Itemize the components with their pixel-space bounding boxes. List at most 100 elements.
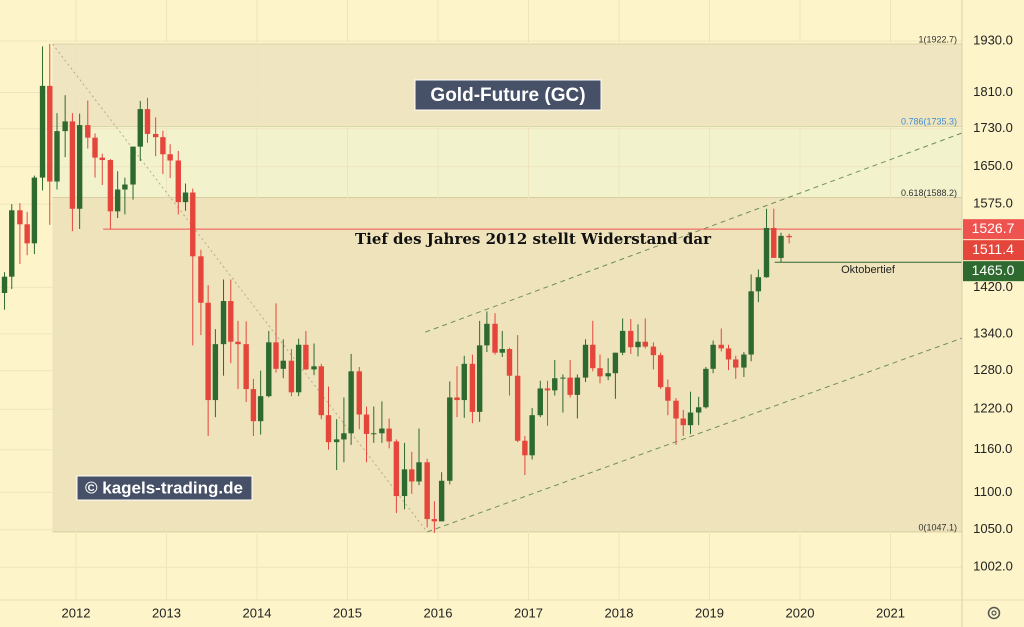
candle-body	[250, 389, 257, 422]
candle-body	[379, 428, 385, 434]
candle-body	[710, 344, 716, 369]
y-tick-label: 1575.0	[973, 196, 1013, 211]
candle-body	[680, 418, 686, 426]
trend-line	[426, 337, 963, 533]
candle-body	[778, 235, 784, 258]
y-tick-label: 1100.0	[974, 484, 1013, 499]
candle-body	[673, 400, 679, 419]
candle-body	[605, 373, 611, 377]
candle-body	[438, 480, 445, 522]
candle-body	[628, 330, 634, 348]
candle-body	[311, 366, 317, 370]
candle-body	[582, 344, 589, 378]
candle-body	[107, 160, 114, 212]
lines-layer	[52, 43, 963, 533]
candle-body	[220, 301, 227, 345]
annotation: Tief des Jahres 2012 stellt Widerstand d…	[355, 230, 712, 248]
candles-layer	[1, 43, 792, 533]
price-tag	[963, 219, 1024, 240]
title-box	[414, 79, 602, 111]
candle-body	[657, 355, 664, 388]
candle-body	[771, 227, 777, 258]
candle-body	[175, 160, 181, 203]
gear-hub[interactable]	[991, 610, 997, 616]
candle-body	[17, 210, 23, 225]
candle-body	[454, 397, 460, 401]
candle-body	[318, 366, 324, 416]
y-tick-label: 1420.0	[973, 279, 1013, 294]
price-tag-label: 1511.4	[972, 241, 1014, 257]
price-tag	[963, 240, 1024, 261]
candle-body	[212, 344, 219, 401]
candle-body	[54, 131, 60, 182]
candle-body	[424, 462, 430, 520]
candle-body	[137, 109, 143, 147]
candle-body	[650, 346, 657, 356]
candle-body	[9, 210, 15, 277]
settings-icon[interactable]	[987, 606, 1001, 620]
y-tick-label: 1930.0	[973, 32, 1013, 47]
fib-label: 0.618(1588.2)	[901, 188, 957, 198]
candle-body	[122, 184, 128, 190]
x-tick-label: 2019	[695, 605, 724, 620]
candle-body	[431, 519, 438, 522]
watermark: © kagels-trading.de	[85, 478, 243, 497]
candle-body	[167, 154, 173, 161]
x-tick-label: 2021	[876, 605, 905, 620]
candle-body	[703, 368, 709, 408]
candle-body	[152, 133, 159, 138]
candle-body	[62, 121, 68, 132]
candle-body	[266, 342, 272, 397]
candle-body	[99, 157, 105, 161]
candle-body	[333, 439, 340, 443]
x-tick-label: 2016	[424, 605, 453, 620]
gear[interactable]	[987, 606, 1001, 620]
fib-band	[52, 126, 962, 198]
candle-body	[590, 344, 596, 369]
candle-body	[24, 224, 30, 244]
candle-body	[718, 344, 724, 349]
candle-body	[741, 354, 747, 368]
candle-body	[114, 189, 121, 212]
candle-body	[130, 146, 136, 185]
candle-body	[567, 377, 573, 395]
candle-body	[763, 227, 770, 278]
y-tick-label: 1280.0	[973, 362, 1013, 377]
candle-body	[182, 192, 189, 203]
candle-body	[409, 469, 415, 482]
candle-body	[619, 330, 626, 353]
candle-body	[144, 109, 151, 134]
candle-body	[295, 344, 302, 393]
price-tag	[963, 261, 1024, 282]
candle-body	[506, 349, 513, 376]
candle-body	[386, 428, 392, 442]
y-tick-label: 1650.0	[973, 158, 1013, 173]
candle-body	[39, 85, 46, 178]
candle-body	[401, 469, 408, 497]
x-tick-label: 2013	[152, 605, 181, 620]
candle-body	[755, 277, 762, 292]
candle-body	[786, 235, 792, 238]
fib-layer	[52, 43, 962, 533]
candle-body	[371, 433, 377, 435]
candle-body	[612, 352, 619, 374]
price-tag-label: 1465.0	[972, 262, 1015, 278]
y-tick-label: 1220.0	[973, 401, 1013, 416]
candle-body	[635, 341, 641, 348]
candle-body	[695, 407, 702, 413]
candle-body	[160, 137, 166, 155]
candle-body	[476, 345, 483, 412]
candle-body	[484, 323, 490, 346]
candle-body	[31, 177, 38, 244]
candle-body	[243, 344, 249, 390]
candle-body	[69, 121, 76, 209]
candle-body	[280, 360, 286, 369]
x-tick-label: 2018	[605, 605, 634, 620]
y-tick-label: 1160.0	[974, 441, 1013, 456]
x-tick-label: 2015	[333, 605, 362, 620]
annotation: Oktobertief	[841, 264, 896, 276]
candle-body	[356, 371, 362, 415]
y-tick-label: 1002.0	[973, 559, 1013, 574]
candle-body	[348, 371, 354, 434]
